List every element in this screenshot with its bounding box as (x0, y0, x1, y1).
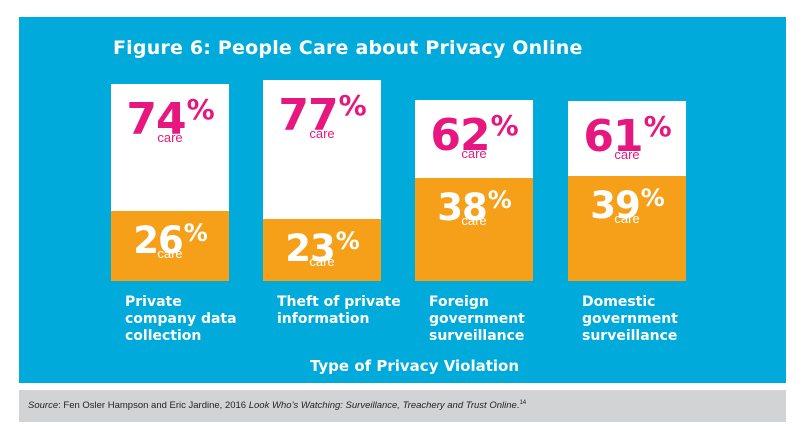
source-authors: : Fen Osler Hampson and Eric Jardine, 20… (58, 400, 249, 412)
bar-care-segment: 77% care (263, 80, 381, 219)
care-value-label: 77% (278, 89, 366, 141)
bar-care-segment: 61% care (568, 101, 686, 176)
chart-title: Figure 6: People Care about Privacy Onli… (113, 37, 583, 59)
bar-4: 61% care 39% care (568, 101, 686, 281)
x-axis-label: Type of Privacy Violation (309, 357, 520, 375)
bar-other-segment: 26% care (111, 211, 229, 281)
other-value-label: 26% (133, 219, 208, 262)
other-caption: care (614, 211, 640, 226)
care-value-label: 74% (126, 92, 214, 145)
bar-other-segment: 38% care (415, 178, 533, 281)
care-caption: care (309, 126, 335, 141)
bar-other-segment: 39% care (568, 176, 686, 281)
care-caption: care (157, 129, 183, 145)
care-value-label: 62% (430, 108, 518, 161)
other-caption: care (309, 254, 335, 269)
bar-3: 62% care 38% care (415, 99, 533, 281)
category-label: Theft of private information (277, 294, 401, 327)
bar-care-segment: 74% care (111, 83, 229, 211)
other-caption: care (461, 213, 487, 228)
chart-panel: Figure 6: People Care about Privacy Onli… (19, 17, 786, 383)
source-suffix: . (516, 400, 520, 412)
bar-other-segment: 23% care (263, 219, 381, 281)
care-caption: care (461, 145, 487, 161)
category-label: Domestic government surveillance (582, 294, 678, 344)
care-value-label: 61% (583, 110, 671, 162)
other-value-label: 23% (285, 227, 360, 270)
category-label: Private company data collection (125, 294, 237, 344)
other-value-label: 39% (590, 184, 665, 227)
bar-care-segment: 62% care (415, 99, 533, 178)
source-note: Source: Fen Osler Hampson and Eric Jardi… (19, 390, 786, 422)
category-label: Foreign government surveillance (429, 294, 525, 344)
source-work: Look Who’s Watching: Surveillance, Treac… (248, 400, 517, 412)
source-footnote: 14 (519, 400, 527, 406)
other-caption: care (157, 246, 183, 261)
other-value-label: 38% (437, 186, 512, 229)
bar-2: 77% care 23% care (263, 80, 381, 281)
care-caption: care (614, 147, 640, 162)
bar-1: 74% care 26% care (111, 83, 229, 281)
source-prefix: Source (28, 400, 59, 412)
